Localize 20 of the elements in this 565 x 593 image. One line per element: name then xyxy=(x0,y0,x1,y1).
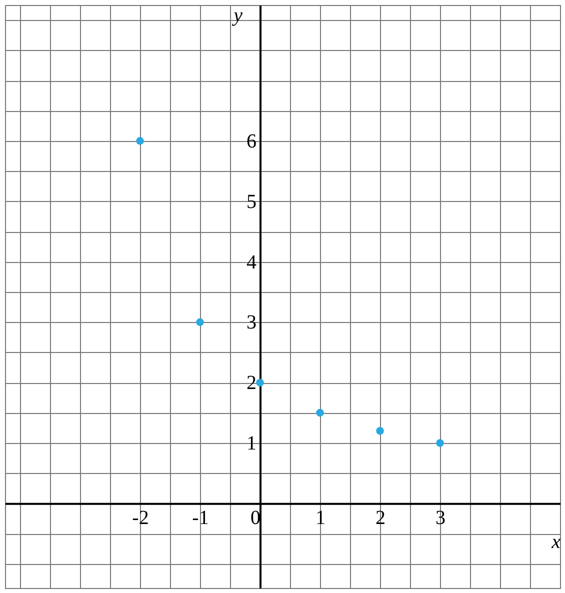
x-tick-label: 1 xyxy=(316,506,326,529)
x-tick-label: 0 xyxy=(250,506,260,529)
x-tick-label: 2 xyxy=(376,506,386,529)
x-tick-label: -1 xyxy=(192,506,209,529)
y-tick-label: 4 xyxy=(246,251,256,274)
point xyxy=(436,439,444,447)
point xyxy=(256,378,264,386)
x-axis-title: x xyxy=(550,530,561,553)
y-axis-title: y xyxy=(232,4,243,26)
y-tick-label: 6 xyxy=(246,130,256,152)
point xyxy=(316,408,324,417)
point xyxy=(136,137,144,145)
point xyxy=(196,318,204,326)
y-tick-label: 2 xyxy=(246,372,256,394)
x-tick-label: 3 xyxy=(436,506,446,529)
x-tick-label: -2 xyxy=(132,506,149,529)
point xyxy=(376,427,384,435)
y-tick-label: 5 xyxy=(246,190,256,213)
y-tick-label: 1 xyxy=(246,432,256,455)
y-tick-label: 3 xyxy=(246,312,256,334)
